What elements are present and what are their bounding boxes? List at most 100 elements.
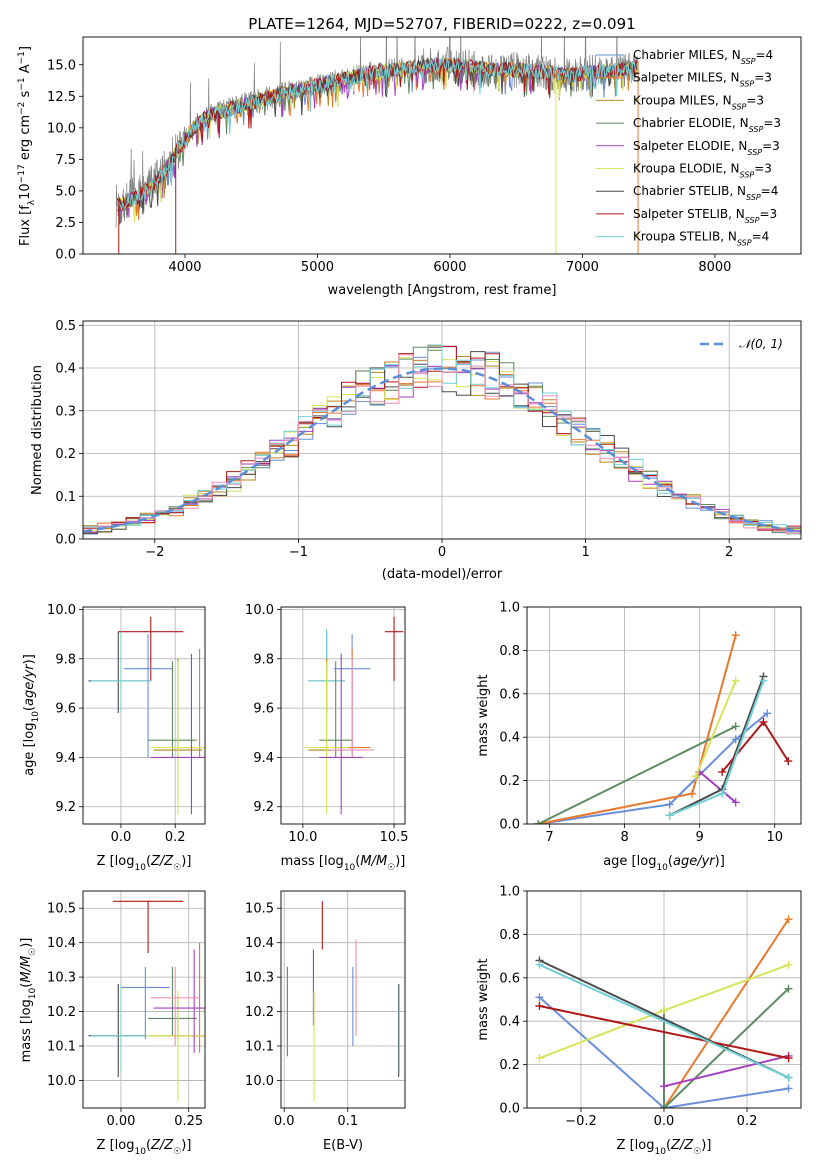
spectrum-panel: 4000 5000 6000 7000 8000 0.0 2.5 5.0 7.5 10.0 12.5… — [17, 36, 802, 298]
y-tick-label: 0.0 — [55, 248, 76, 263]
y-axis-label: Normed distribution — [30, 365, 45, 495]
x-tick-label: 0.2 — [165, 830, 186, 845]
plot-area — [286, 901, 400, 1102]
x-tick-label: 9 — [696, 830, 704, 845]
y-tick-label: 0.3 — [55, 404, 76, 419]
axes-frame — [82, 36, 802, 255]
plot-area — [88, 616, 205, 815]
weight-marker — [731, 631, 740, 640]
legend-entry: Salpeter ELODIE, NSSP=3 — [633, 139, 780, 157]
weight-marker — [784, 1084, 793, 1093]
plot-area — [88, 900, 205, 1102]
model-spectrum — [117, 57, 638, 215]
weight-marker — [784, 960, 793, 969]
y-tick-label: 9.2 — [253, 800, 274, 815]
weight-series — [694, 680, 737, 777]
y-tick-label: 10.2 — [47, 1005, 76, 1020]
y-tick-label: 0.2 — [499, 1058, 520, 1073]
legend-entry: Kroupa MILES, NSSP=3 — [633, 93, 764, 111]
weight-marker — [718, 767, 727, 776]
weight-series — [663, 1054, 789, 1088]
x-tick-label: 8 — [620, 830, 628, 845]
weight-marker — [784, 757, 793, 766]
legend-entry: Kroupa STELIB, NSSP=4 — [633, 230, 769, 248]
x-tick-label: 7000 — [566, 260, 599, 275]
y-tick-label: 10.4 — [47, 936, 76, 951]
y-tick-label: 10.0 — [47, 1074, 76, 1089]
y-axis-label: mass weight — [476, 958, 491, 1040]
weight-marker — [534, 820, 543, 824]
legend-entry: Kroupa ELODIE, NSSP=3 — [633, 162, 772, 180]
y-tick-label: 10.0 — [47, 121, 76, 136]
x-tick-label: 0.00 — [106, 1114, 135, 1129]
legend-entry: Chabrier ELODIE, NSSP=3 — [633, 116, 781, 134]
y-tick-label: 0.6 — [499, 687, 520, 702]
mass-weight-panel: −0.2 0.0 0.2 0.0 0.2 0.4 0.6 0.8 1.0 Z [log10(Z/Z… — [476, 885, 802, 1157]
y-tick-label: 1.0 — [499, 601, 520, 616]
y-axis-label: mass weight — [476, 674, 491, 756]
weight-series — [663, 918, 790, 1108]
weight-marker — [691, 772, 700, 781]
legend-entry: 𝒩(0, 1) — [739, 337, 783, 351]
axes-frame — [280, 606, 406, 825]
y-tick-label: 0.2 — [499, 774, 520, 789]
x-tick-label: −2 — [145, 545, 164, 560]
x-tick-label: 0.0 — [274, 1114, 295, 1129]
errorbar-panel: 0.0 0.2 9.2 9.4 9.6 9.8 10.0 Z [log10(Z/Z☉)] age… — [22, 603, 206, 873]
axis-label: mass [log10(M/M☉)] — [281, 854, 406, 873]
y-tick-label: 10.5 — [47, 902, 76, 917]
weight-marker — [784, 984, 793, 993]
legend-entry: Chabrier STELIB, NSSP=4 — [633, 184, 778, 202]
weight-series — [699, 771, 737, 804]
weight-series — [539, 963, 789, 1079]
normal-curve — [83, 367, 801, 533]
y-tick-label: 10.0 — [245, 603, 274, 618]
x-tick-label: 10 — [766, 830, 783, 845]
y-tick-label: 9.2 — [55, 800, 76, 815]
y-tick-label: 10.0 — [245, 1074, 274, 1089]
legend-entry: Chabrier MILES, NSSP=4 — [633, 48, 773, 66]
x-tick-label: 0 — [438, 545, 446, 560]
weight-marker — [784, 1073, 793, 1082]
weight-marker — [535, 1002, 544, 1011]
y-tick-label: 10.3 — [47, 971, 76, 986]
x-axis-label: E(B-V) — [323, 1138, 363, 1153]
weight-marker — [784, 915, 793, 924]
y-tick-label: 10.4 — [245, 936, 274, 951]
plot-area — [535, 915, 793, 1108]
weight-marker — [535, 1054, 544, 1063]
x-tick-label: 0.1 — [337, 1114, 358, 1129]
y-tick-label: 9.8 — [253, 652, 274, 667]
weight-marker — [535, 993, 544, 1002]
legend-entry: Salpeter MILES, NSSP=3 — [633, 71, 772, 89]
x-tick-label: 4000 — [168, 260, 201, 275]
axes-frame — [526, 606, 802, 825]
weight-series — [538, 634, 737, 824]
weight-marker — [660, 1082, 668, 1091]
chart-title: PLATE=1264, MJD=52707, FIBERID=0222, z=0… — [248, 15, 635, 33]
x-tick-label: 10.5 — [380, 830, 409, 845]
weight-marker — [731, 798, 740, 807]
plot-area — [534, 631, 793, 824]
plot-area — [304, 616, 404, 815]
y-tick-label: 0.1 — [55, 490, 76, 505]
axis-label: mass [log10(M/M☉)] — [19, 938, 38, 1063]
axis-label: age [log10(age/yr)] — [22, 654, 41, 776]
y-tick-label: 9.6 — [55, 702, 76, 717]
weight-series — [537, 725, 737, 824]
y-tick-label: 0.4 — [499, 731, 520, 746]
plot-area — [115, 37, 639, 254]
y-tick-label: 0.4 — [499, 1015, 520, 1030]
x-tick-label: 0.0 — [654, 1114, 675, 1129]
legend-entry: Salpeter STELIB, NSSP=3 — [633, 207, 777, 225]
weight-marker — [718, 789, 727, 798]
weight-marker — [660, 1104, 668, 1108]
weight-marker — [665, 811, 674, 820]
errorbar-panel: 0.00 0.25 10.0 10.1 10.2 10.3 10.4 10.5 Z [log10… — [19, 890, 206, 1157]
y-tick-label: 10.1 — [47, 1040, 76, 1055]
weight-marker — [763, 709, 772, 718]
axis-label: Z [log10(Z/Z☉)] — [97, 1138, 192, 1157]
x-tick-label: 7 — [545, 830, 553, 845]
x-tick-label: 10.0 — [288, 830, 317, 845]
